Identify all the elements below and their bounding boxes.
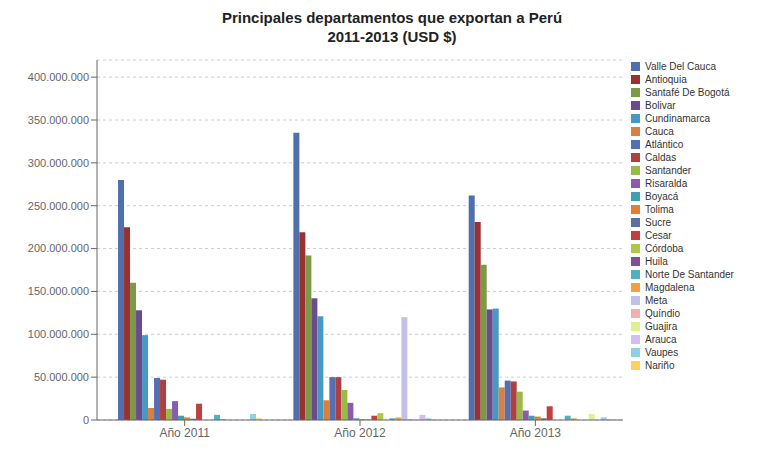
svg-text:Año 2013: Año 2013 — [510, 426, 562, 440]
svg-text:400.000.000: 400.000.000 — [28, 71, 89, 83]
svg-text:0: 0 — [83, 414, 89, 426]
html-text:Quíndio: Quíndio — [645, 308, 680, 319]
html-text:Cesar: Cesar — [645, 230, 672, 241]
html-text:Valle Del Cauca: Valle Del Cauca — [645, 61, 716, 72]
html-text:Santafé De Bogotá: Santafé De Bogotá — [645, 87, 730, 98]
html-text:Huila: Huila — [645, 256, 668, 267]
html-text:Cauca: Cauca — [645, 126, 674, 137]
html-text:Meta: Meta — [645, 295, 668, 306]
svg-text:200.000.000: 200.000.000 — [28, 242, 89, 254]
html-text:2011-2013 (USD $): 2011-2013 (USD $) — [327, 28, 457, 45]
html-text:Cundinamarca: Cundinamarca — [645, 113, 710, 124]
html-text:Boyacá: Boyacá — [645, 191, 679, 202]
html-text:Tolima: Tolima — [645, 204, 674, 215]
svg-text:300.000.000: 300.000.000 — [28, 157, 89, 169]
html-text:Córdoba: Córdoba — [645, 243, 684, 254]
html-text:Sucre: Sucre — [645, 217, 672, 228]
html-text:Magdalena: Magdalena — [645, 282, 695, 293]
html-text:Arauca: Arauca — [645, 334, 677, 345]
html-text:Risaralda: Risaralda — [645, 178, 688, 189]
html-text:Norte De Santander: Norte De Santander — [645, 269, 734, 280]
html-text:Vaupes: Vaupes — [645, 347, 679, 358]
html-text:Atlántico: Atlántico — [645, 139, 684, 150]
html-text:Caldas: Caldas — [645, 152, 677, 163]
html-text:Antioquia: Antioquia — [645, 74, 687, 85]
svg-text:350.000.000: 350.000.000 — [28, 114, 89, 126]
svg-text:50.000.000: 50.000.000 — [34, 371, 89, 383]
svg-text:100.000.000: 100.000.000 — [28, 328, 89, 340]
html-text:Principales departamentos que: Principales departamentos que exportan a… — [221, 9, 562, 26]
svg-text:150.000.000: 150.000.000 — [28, 285, 89, 297]
svg-text:Año 2012: Año 2012 — [334, 426, 386, 440]
svg-text:250.000.000: 250.000.000 — [28, 200, 89, 212]
html-text:Guajira: Guajira — [645, 321, 678, 332]
html-text:Nariño: Nariño — [645, 360, 675, 371]
html-text:Santander: Santander — [645, 165, 692, 176]
html-text:Bolivar: Bolivar — [645, 100, 676, 111]
svg-text:Año 2011: Año 2011 — [159, 426, 210, 440]
